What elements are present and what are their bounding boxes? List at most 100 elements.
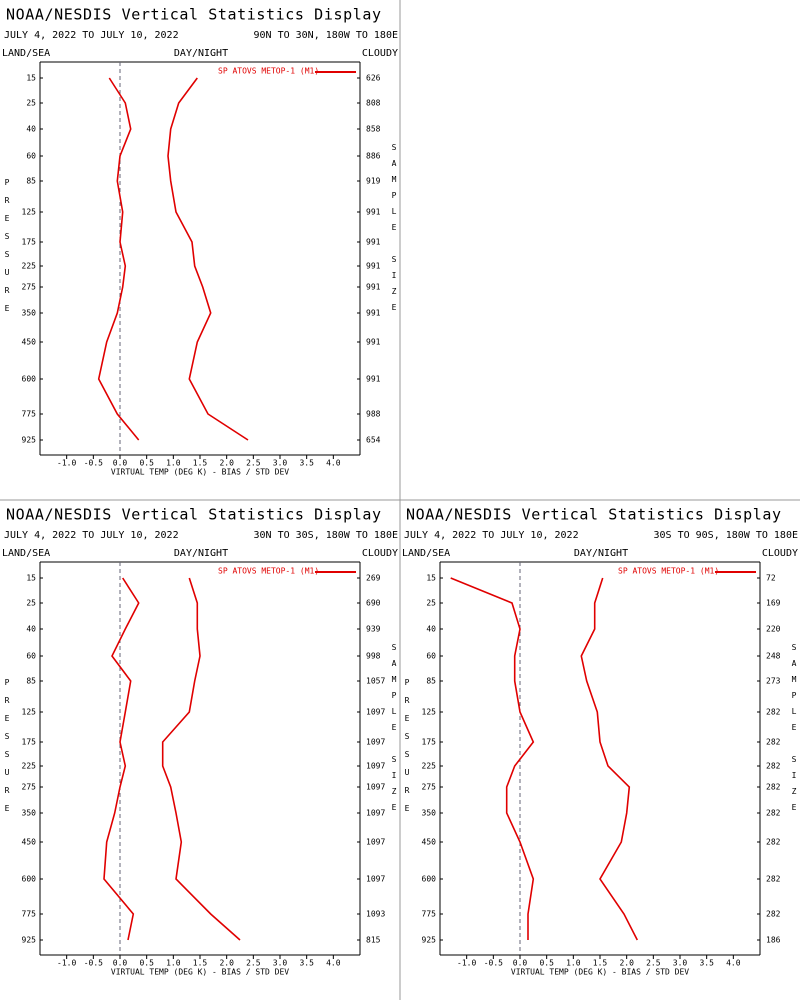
cloudy: CLOUDY [762, 548, 798, 559]
pressure-label: 85 [426, 677, 436, 686]
x-tick-label: 0.5 [139, 959, 154, 968]
pressure-label: 275 [22, 783, 37, 792]
pressure-label: 350 [422, 809, 437, 818]
legend-label: SP ATOVS METOP-1 (M1) [618, 567, 719, 576]
pressure-label: 85 [26, 177, 36, 186]
pressure-label: 15 [26, 574, 36, 583]
x-tick-label: 0.0 [513, 959, 528, 968]
panel: NOAA/NESDIS Vertical Statistics Display J… [2, 6, 398, 477]
sample-size: 654 [366, 436, 381, 445]
pressure-label: 60 [426, 652, 436, 661]
pressure-label: 25 [26, 99, 36, 108]
pressure-label: 775 [22, 910, 37, 919]
sample-size: 248 [766, 652, 781, 661]
pressure-label: 125 [22, 708, 37, 717]
x-tick-label: -1.0 [57, 459, 76, 468]
date-range: JULY 4, 2022 TO JULY 10, 2022 [404, 530, 579, 541]
sample-size: 282 [766, 783, 781, 792]
x-tick-label: 3.5 [299, 459, 314, 468]
x-tick-label: 1.0 [166, 459, 181, 468]
pressure-label: 450 [422, 838, 437, 847]
land-sea: LAND/SEA [2, 48, 50, 59]
x-tick-label: 4.0 [326, 959, 341, 968]
x-tick-label: -0.5 [84, 459, 103, 468]
x-tick-label: 2.0 [619, 959, 634, 968]
sample-size: 186 [766, 936, 781, 945]
x-tick-label: 1.5 [193, 959, 208, 968]
sample-size: 991 [366, 208, 381, 217]
x-tick-label: 3.0 [673, 959, 688, 968]
x-tick-label: 1.0 [566, 959, 581, 968]
sample-size: 1097 [366, 762, 385, 771]
pressure-label: 225 [422, 762, 437, 771]
sample-size: 815 [366, 936, 381, 945]
x-tick-label: 2.5 [646, 959, 661, 968]
pressure-label: 600 [22, 375, 37, 384]
sample-size: 991 [366, 375, 381, 384]
x-tick-label: 4.0 [326, 459, 341, 468]
x-tick-label: 1.5 [593, 959, 608, 968]
sample-size: 991 [366, 338, 381, 347]
x-tick-label: 2.0 [219, 459, 234, 468]
sample-size: 1097 [366, 738, 385, 747]
x-tick-label: 2.5 [246, 459, 261, 468]
legend-label: SP ATOVS METOP-1 (M1) [218, 567, 319, 576]
pressure-label: 175 [22, 738, 37, 747]
pressure-label: 175 [422, 738, 437, 747]
pressure-label: 275 [22, 283, 37, 292]
cloudy: CLOUDY [362, 48, 398, 59]
bias-line [97, 77, 140, 441]
panel: NOAA/NESDIS Vertical Statistics Display J… [402, 506, 798, 977]
pressure-label: 125 [422, 708, 437, 717]
pressure-label: 775 [22, 410, 37, 419]
sample-size: 282 [766, 738, 781, 747]
sample-size: 1097 [366, 809, 385, 818]
sample-size: 220 [766, 625, 781, 634]
chart-title: NOAA/NESDIS Vertical Statistics Display [406, 506, 782, 524]
pressure-label: 225 [22, 762, 37, 771]
x-tick-label: 2.0 [219, 959, 234, 968]
pressure-label: 275 [422, 783, 437, 792]
sample-size: 1057 [366, 677, 385, 686]
x-tick-label: 1.0 [166, 959, 181, 968]
x-tick-label: 3.5 [699, 959, 714, 968]
sample-size: 919 [366, 177, 381, 186]
day-night: DAY/NIGHT [174, 48, 228, 59]
pressure-label: 350 [22, 309, 37, 318]
sample-size: 282 [766, 838, 781, 847]
sample-size: 72 [766, 574, 776, 583]
pressure-label: 175 [22, 238, 37, 247]
x-tick-label: 4.0 [726, 959, 741, 968]
sample-size: 282 [766, 910, 781, 919]
sample-size: 282 [766, 875, 781, 884]
bias-line [450, 577, 535, 940]
x-tick-label: 0.5 [139, 459, 154, 468]
pressure-label: 600 [422, 875, 437, 884]
sample-size: 626 [366, 74, 381, 83]
sample-size: 282 [766, 809, 781, 818]
sample-size: 939 [366, 625, 381, 634]
sample-size: 991 [366, 238, 381, 247]
sample-size: 1097 [366, 838, 385, 847]
x-axis-label: VIRTUAL TEMP (DEG K) - BIAS / STD DEV [111, 468, 289, 477]
sample-size: 886 [366, 152, 381, 161]
chart-title: NOAA/NESDIS Vertical Statistics Display [6, 6, 382, 24]
bias-line [103, 577, 140, 941]
pressure-label: 600 [22, 875, 37, 884]
pressure-label: 925 [22, 936, 37, 945]
x-tick-label: 3.0 [273, 959, 288, 968]
sample-size: 1093 [366, 910, 385, 919]
x-tick-label: 1.5 [193, 459, 208, 468]
land-sea: LAND/SEA [402, 548, 450, 559]
land-sea: LAND/SEA [2, 548, 50, 559]
sample-size: 282 [766, 708, 781, 717]
pressure-label: 350 [22, 809, 37, 818]
legend-label: SP ATOVS METOP-1 (M1) [218, 67, 319, 76]
sample-size: 169 [766, 599, 781, 608]
cloudy: CLOUDY [362, 548, 398, 559]
